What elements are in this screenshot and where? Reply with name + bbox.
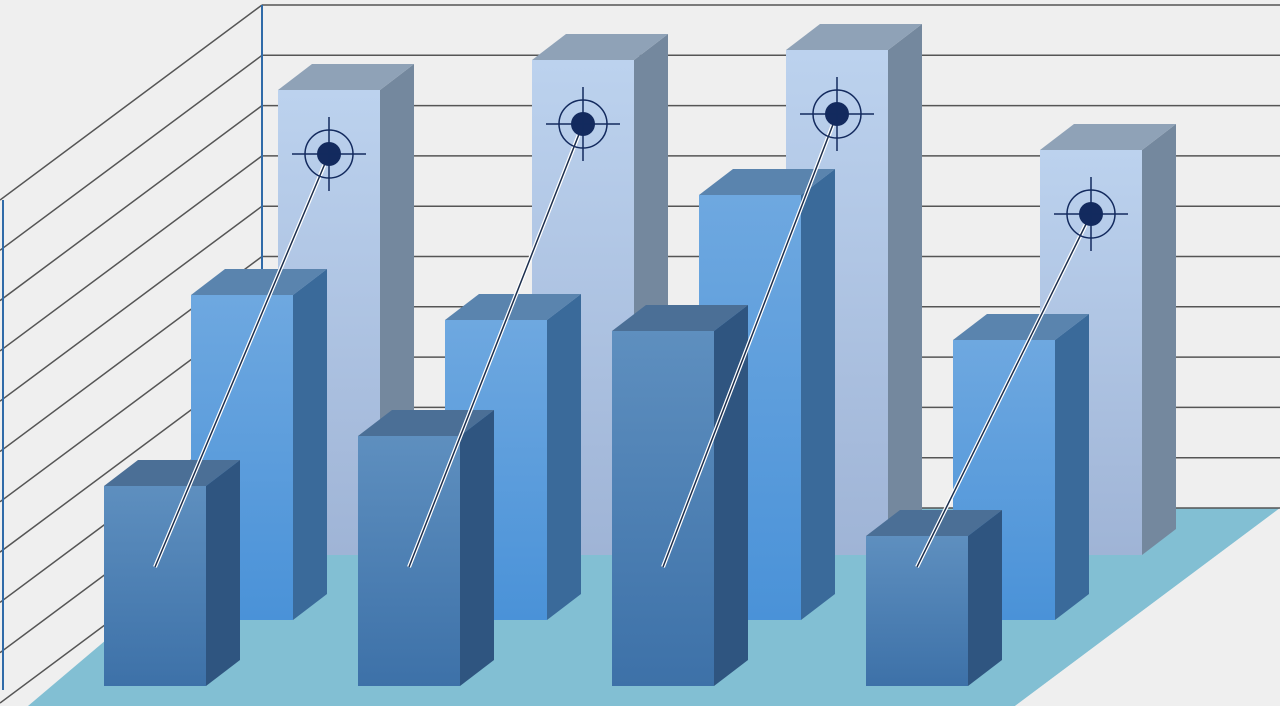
bar-side [888, 24, 922, 555]
bar-top [866, 510, 1002, 536]
bar-top [104, 460, 240, 486]
bar-side [547, 294, 581, 620]
bar-side [968, 510, 1002, 686]
bar-top [699, 169, 835, 195]
bar-side [1055, 314, 1089, 620]
bar-top [786, 24, 922, 50]
bar-top [191, 269, 327, 295]
floor-edge [1015, 508, 1280, 706]
bar-side [714, 305, 748, 686]
bar-front-3 [612, 305, 748, 686]
side-gridline [0, 104, 263, 302]
bar-side [1142, 124, 1176, 555]
target-marker-3 [661, 77, 874, 568]
side-gridline [0, 155, 263, 352]
pointer-line [662, 113, 838, 568]
target-marker-4 [915, 177, 1128, 568]
target-marker-2 [407, 87, 620, 568]
bar-side [801, 169, 835, 620]
bar-top [953, 314, 1089, 340]
bar-side [293, 269, 327, 620]
side-gridline [0, 205, 263, 402]
side-gridline [0, 4, 263, 201]
bar-front [612, 331, 714, 686]
bar-front [104, 486, 206, 686]
bar-top [358, 410, 494, 436]
bar-side [206, 460, 240, 686]
target-markers [153, 77, 1128, 568]
side-gridline [0, 54, 263, 251]
bar-top [1040, 124, 1176, 150]
bar-top [278, 64, 414, 90]
bar-front [866, 536, 968, 686]
target-marker-1 [153, 117, 366, 568]
bar-top [612, 305, 748, 331]
bar-front-2 [358, 410, 494, 686]
bar-top [532, 34, 668, 60]
pointer-line [916, 213, 1092, 568]
pointer-line [154, 153, 330, 568]
bar-front-4 [866, 510, 1002, 686]
pointer-line [408, 123, 584, 568]
bar-front-1 [104, 460, 240, 686]
bar-side [460, 410, 494, 686]
